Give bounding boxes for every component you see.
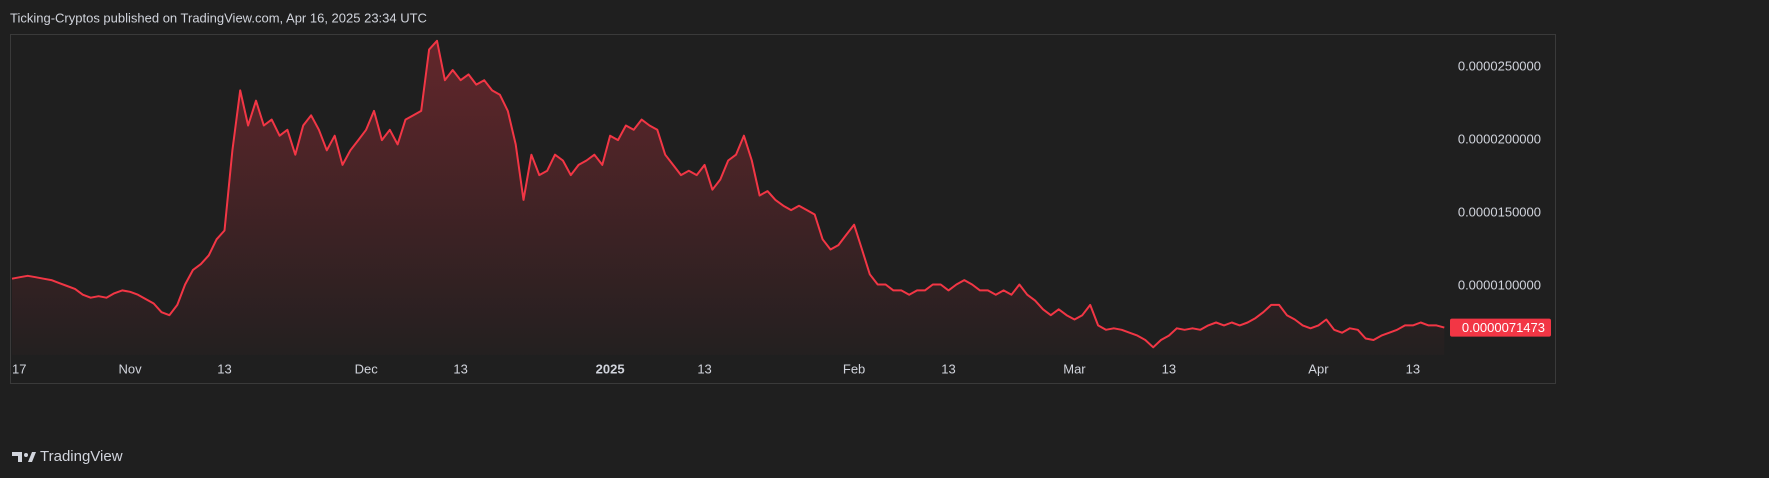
last-value-label: 0.0000071473 <box>1462 320 1545 335</box>
brand-name: TradingView <box>40 448 123 465</box>
x-tick-label: Dec <box>355 361 379 376</box>
x-tick-label: 13 <box>1406 361 1420 376</box>
x-tick-label: 2025 <box>596 361 625 376</box>
x-tick-label: Nov <box>118 361 142 376</box>
last-value-tag <box>1450 318 1551 337</box>
x-tick-label: 13 <box>1162 361 1176 376</box>
y-tick-label: 0.0000150000 <box>1458 204 1541 219</box>
y-tick-label: 0.0000250000 <box>1458 59 1541 74</box>
x-tick-label: 13 <box>941 361 955 376</box>
x-tick-label: 13 <box>217 361 231 376</box>
x-tick-label: Apr <box>1308 361 1329 376</box>
x-tick-label: 13 <box>697 361 711 376</box>
area-fill <box>12 40 1445 356</box>
chart-title: Ticking-Cryptos published on TradingView… <box>10 10 427 25</box>
x-tick-label: 13 <box>453 361 467 376</box>
brand-logo <box>12 452 36 462</box>
x-tick-label: 17 <box>12 361 26 376</box>
x-tick-label: Mar <box>1063 361 1086 376</box>
price-line <box>11 39 1445 349</box>
x-tick-label: Feb <box>843 361 865 376</box>
y-tick-label: 0.0000200000 <box>1458 131 1541 146</box>
y-tick-label: 0.0000100000 <box>1458 277 1541 292</box>
